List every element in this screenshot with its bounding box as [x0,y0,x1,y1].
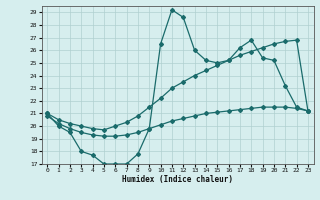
X-axis label: Humidex (Indice chaleur): Humidex (Indice chaleur) [122,175,233,184]
